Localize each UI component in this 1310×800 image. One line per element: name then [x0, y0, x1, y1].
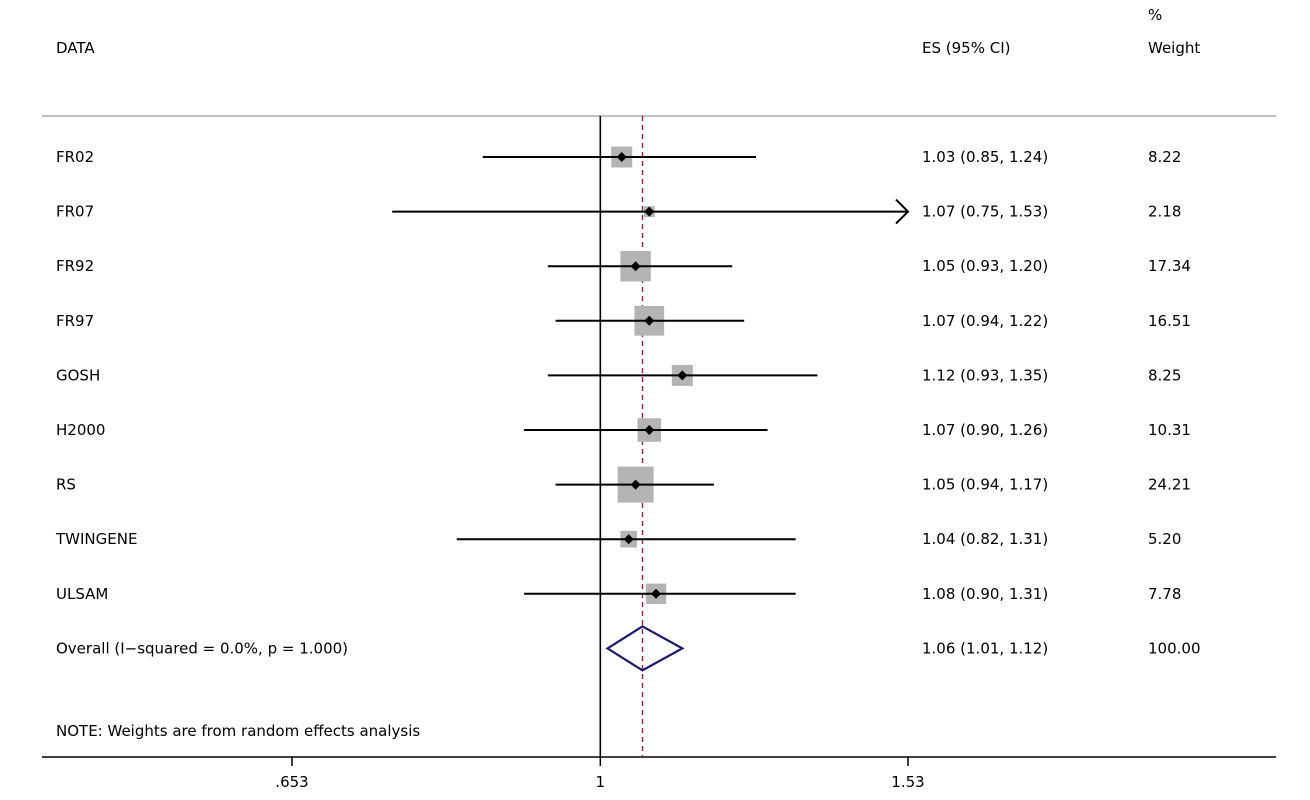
- study-label: FR07: [56, 203, 94, 221]
- study-point: [623, 534, 634, 545]
- study-point: [677, 370, 688, 381]
- study-weight-label: 2.18: [1148, 203, 1181, 221]
- study-es-label: 1.08 (0.90, 1.31): [922, 585, 1048, 603]
- study-es-label: 1.12 (0.93, 1.35): [922, 366, 1048, 384]
- study-ci-arrow: [895, 198, 910, 225]
- column-header-weight-percent: %: [1148, 6, 1162, 24]
- column-header-es: ES (95% CI): [922, 39, 1010, 57]
- study-point: [644, 425, 655, 435]
- study-weight-label: 5.20: [1148, 530, 1181, 548]
- study-es-label: 1.07 (0.75, 1.53): [922, 203, 1048, 221]
- column-header-study: DATA: [56, 39, 95, 57]
- study-es-label: 1.07 (0.90, 1.26): [922, 421, 1048, 439]
- x-tick-label: 1: [596, 773, 606, 791]
- study-es-label: 1.04 (0.82, 1.31): [922, 530, 1048, 548]
- study-es-label: 1.03 (0.85, 1.24): [922, 148, 1048, 166]
- study-es-label: 1.05 (0.93, 1.20): [922, 257, 1048, 275]
- study-weight-label: 17.34: [1148, 257, 1191, 275]
- x-tick-label: .653: [275, 773, 308, 791]
- study-label: TWINGENE: [55, 530, 137, 548]
- chart-marks: .653 1 1.53 FR02 1.03 (0.85, 1.24) 8.22 FR07 1.…: [42, 116, 1276, 791]
- study-point: [651, 588, 662, 599]
- x-tick-label: 1.53: [891, 773, 924, 791]
- study-label: FR97: [56, 312, 94, 330]
- overall-es-label: 1.06 (1.01, 1.12): [922, 639, 1048, 657]
- study-weight-label: 10.31: [1148, 421, 1191, 439]
- study-weight-label: 8.25: [1148, 366, 1181, 384]
- study-es-label: 1.07 (0.94, 1.22): [922, 312, 1048, 330]
- study-label: ULSAM: [56, 585, 108, 603]
- study-weight-label: 24.21: [1148, 476, 1191, 494]
- study-es-label: 1.05 (0.94, 1.17): [922, 476, 1048, 494]
- overall-weight-label: 100.00: [1148, 639, 1201, 657]
- study-label: FR02: [56, 148, 94, 166]
- study-point: [630, 479, 641, 490]
- study-point: [616, 152, 627, 162]
- overall-diamond: [605, 625, 685, 672]
- footnote: NOTE: Weights are from random effects an…: [56, 722, 420, 740]
- column-header-weight: Weight: [1148, 39, 1200, 57]
- study-point: [630, 261, 641, 272]
- study-label: H2000: [56, 421, 105, 439]
- study-point: [644, 315, 655, 326]
- study-weight-label: 7.78: [1148, 585, 1181, 603]
- study-label: GOSH: [56, 366, 100, 384]
- study-weight-label: 8.22: [1148, 148, 1181, 166]
- study-weight-label: 16.51: [1148, 312, 1191, 330]
- study-label: RS: [56, 476, 76, 494]
- study-label: FR92: [56, 257, 94, 275]
- study-point: [644, 206, 655, 217]
- overall-label: Overall (I−squared = 0.0%, p = 1.000): [56, 639, 348, 657]
